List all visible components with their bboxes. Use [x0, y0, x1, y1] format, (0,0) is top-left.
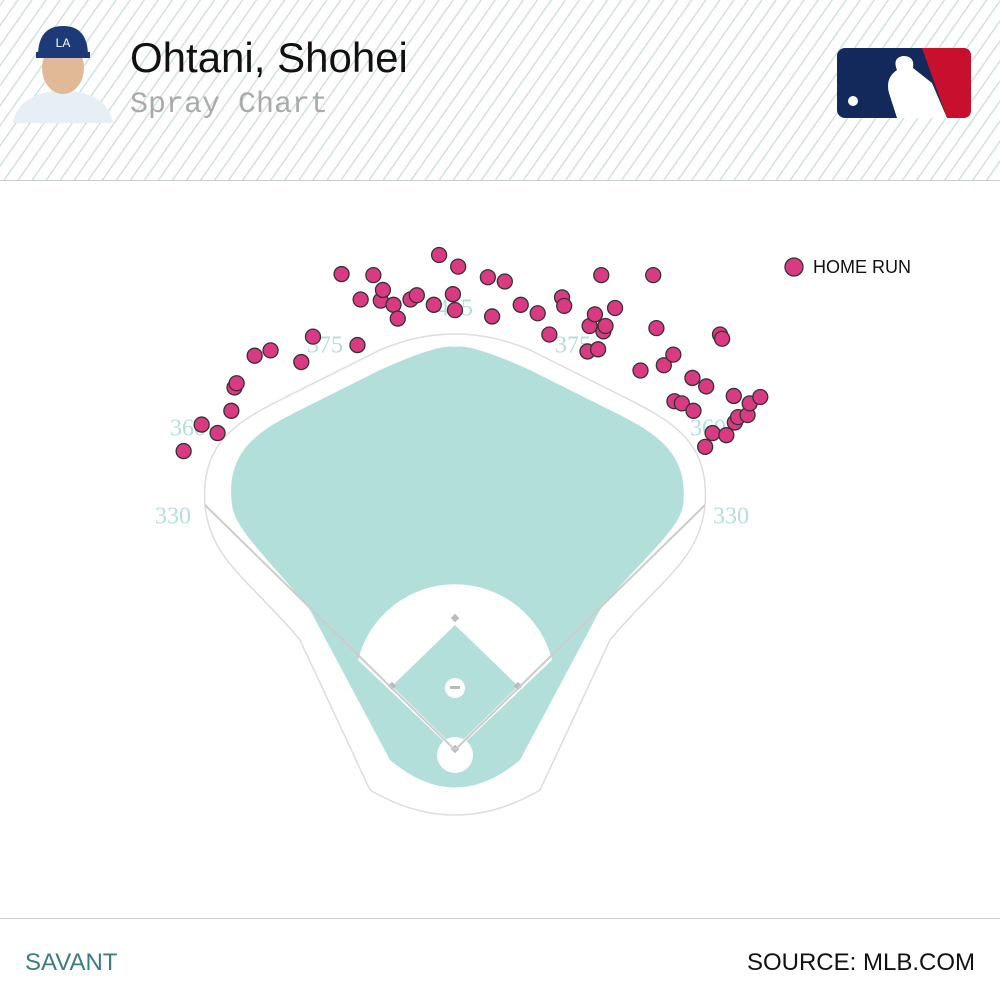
home-run-dot — [589, 341, 607, 358]
home-run-dot — [685, 402, 702, 419]
outfield-grass — [231, 346, 684, 788]
home-run-dot — [293, 353, 310, 371]
legend-marker — [784, 257, 804, 277]
home-run-dot — [408, 287, 425, 304]
home-run-dot — [246, 347, 263, 364]
home-run-dot — [175, 442, 192, 460]
home-run-dot — [483, 308, 501, 325]
footer: SAVANT SOURCE: MLB.COM — [0, 918, 1000, 1001]
home-run-dot — [450, 258, 467, 275]
home-run-dot — [655, 357, 672, 374]
home-run-dot — [385, 296, 402, 313]
home-run-dot — [479, 269, 497, 286]
home-run-dot — [430, 246, 448, 264]
home-run-dot — [223, 402, 240, 419]
home-plate-area — [437, 737, 473, 773]
rubber — [450, 686, 460, 689]
home-run-dot — [228, 375, 245, 392]
home-run-dot — [725, 387, 742, 405]
home-run-dot — [673, 395, 690, 412]
home-run-dot — [752, 388, 769, 406]
legend-label: HOME RUN — [813, 257, 911, 277]
home-run-dot — [365, 266, 382, 284]
home-run-dot — [304, 328, 322, 345]
savant-link[interactable]: SAVANT — [25, 949, 118, 976]
source-note: SOURCE: MLB.COM — [746, 949, 975, 976]
home-run-dot — [665, 346, 682, 363]
player-name: Ohtani, Shohei — [130, 34, 408, 81]
home-run-dot — [597, 317, 614, 335]
distance-label: 330 — [713, 504, 749, 530]
home-run-dot — [529, 305, 546, 322]
home-run-dot — [349, 336, 366, 354]
home-run-dot — [718, 427, 735, 444]
home-run-dot — [374, 281, 392, 299]
home-run-dot — [541, 326, 558, 343]
home-run-dot — [606, 299, 624, 317]
foul-line — [454, 504, 706, 751]
header: LA Ohtani, Shohei Spray Chart — [0, 0, 1000, 181]
svg-text:LA: LA — [56, 36, 71, 50]
home-run-dot — [389, 310, 406, 327]
home-run-dot — [713, 330, 731, 347]
home-run-dot — [586, 306, 604, 323]
home-run-dot — [648, 319, 665, 337]
player-photo: LA — [13, 26, 113, 123]
home-run-dot — [333, 265, 350, 283]
home-run-dot — [698, 378, 715, 395]
home-run-dot — [645, 266, 662, 284]
home-run-dot — [446, 301, 464, 319]
home-run-dot — [193, 416, 210, 433]
home-run-dot — [209, 424, 226, 442]
home-run-dot — [704, 424, 721, 442]
mlb-logo — [837, 48, 971, 118]
foul-line — [204, 504, 456, 751]
home-run-dot — [512, 296, 529, 313]
home-run-dot — [697, 438, 714, 455]
distance-label: 330 — [155, 504, 191, 530]
chart-subtitle: Spray Chart — [130, 88, 329, 122]
home-run-dot — [425, 296, 442, 313]
home-run-dot — [556, 297, 573, 315]
home-run-dot — [684, 369, 701, 387]
home-run-dot — [632, 362, 649, 379]
home-run-dot — [593, 266, 610, 284]
home-run-dot — [444, 286, 462, 303]
home-run-dot — [352, 291, 369, 308]
home-run-dot — [262, 342, 279, 359]
home-run-dot — [496, 273, 513, 290]
